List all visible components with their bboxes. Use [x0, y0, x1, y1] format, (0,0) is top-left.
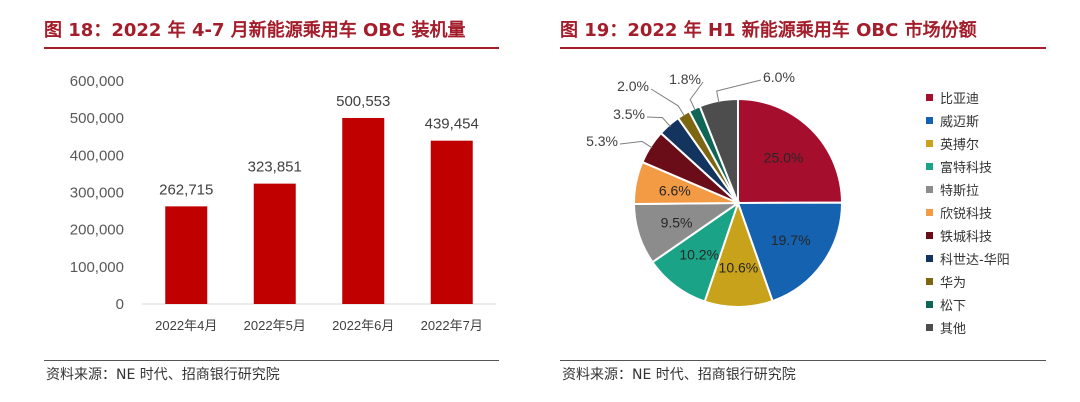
- legend-label: 欣锐科技: [940, 207, 993, 222]
- source-divider: [560, 360, 1046, 361]
- market-share-pie-chart: 25.0% 19.7% 10.6%10.2% 9.5% 6.6% 5.3% 3.5% 2.0%…: [586, 69, 844, 308]
- installed-volume-panel: 图 18：2022 年 4-7 月新能源乘用车 OBC 装机量 0 100,000…: [44, 0, 499, 402]
- legend-item: 其他: [926, 316, 1010, 339]
- slice-label: 19.7%: [771, 232, 811, 248]
- bar: [342, 117, 385, 304]
- legend-swatch: [926, 94, 933, 101]
- legend-swatch: [926, 140, 933, 147]
- x-tick-label: 2022年7月: [421, 318, 483, 333]
- y-tick-label: 600,000: [70, 73, 124, 90]
- source-note: 资料来源：NE 时代、招商银行研究院: [46, 367, 280, 383]
- legend-label: 华为: [940, 276, 967, 291]
- installed-volume-bar-chart: 0 100,000 200,000 300,000 400,000 500,000 600,…: [70, 73, 496, 333]
- legend-label: 富特科技: [940, 161, 993, 176]
- bar-value-label: 439,454: [425, 116, 479, 133]
- legend-label: 特斯拉: [940, 184, 980, 199]
- source-divider: [44, 360, 499, 361]
- bar: [253, 183, 296, 304]
- legend-swatch: [926, 232, 933, 239]
- y-tick-label: 300,000: [70, 185, 124, 202]
- legend-item: 松下: [926, 293, 1010, 316]
- slice-label: 25.0%: [764, 149, 804, 165]
- x-tick-label: 2022年4月: [155, 318, 217, 333]
- legend-label: 其他: [940, 322, 967, 337]
- legend-item: 威迈斯: [926, 109, 1010, 132]
- legend-swatch: [926, 255, 933, 262]
- y-tick-label: 100,000: [70, 259, 124, 276]
- legend-swatch: [926, 324, 933, 331]
- pie-slice: [737, 97, 844, 205]
- legend-label: 比亚迪: [940, 92, 980, 107]
- y-tick-label: 200,000: [70, 222, 124, 239]
- slice-label: 5.3%: [586, 133, 618, 149]
- slice-label: 6.0%: [763, 69, 795, 85]
- slice-label: 9.5%: [661, 215, 693, 231]
- leader-line: [689, 81, 704, 111]
- legend-swatch: [926, 301, 933, 308]
- legend-label: 威迈斯: [940, 115, 980, 130]
- slice-label: 2.0%: [617, 78, 649, 94]
- source-note: 资料来源：NE 时代、招商银行研究院: [562, 367, 796, 383]
- title-divider: [560, 47, 1046, 49]
- bar: [165, 206, 208, 304]
- slice-label: 6.6%: [659, 182, 691, 198]
- bar-value-label: 262,715: [159, 181, 213, 198]
- market-share-panel: 图 19：2022 年 H1 新能源乘用车 OBC 市场份额 25.0% 19.7…: [560, 0, 1046, 402]
- installed-volume-title: 图 18：2022 年 4-7 月新能源乘用车 OBC 装机量: [44, 20, 466, 41]
- legend-swatch: [926, 163, 933, 170]
- slice-label: 10.2%: [679, 246, 719, 262]
- y-tick-label: 0: [116, 296, 124, 313]
- legend-label: 松下: [940, 299, 967, 314]
- pie-legend: 比亚迪威迈斯英搏尔富特科技特斯拉欣锐科技铁城科技科世达-华阳 华为松下其他: [926, 86, 1010, 339]
- market-share-title: 图 19：2022 年 H1 新能源乘用车 OBC 市场份额: [560, 20, 977, 41]
- title-divider: [44, 47, 499, 49]
- x-tick-label: 2022年5月: [244, 318, 306, 333]
- y-tick-label: 500,000: [70, 110, 124, 127]
- legend-swatch: [926, 117, 933, 124]
- leader-line: [650, 88, 685, 117]
- slice-label: 3.5%: [613, 106, 645, 122]
- legend-item: 科世达-华阳: [926, 247, 1010, 270]
- leader-line: [646, 116, 671, 127]
- legend-item: 特斯拉: [926, 178, 1010, 201]
- bar: [430, 140, 473, 304]
- legend-item: 欣锐科技: [926, 201, 1010, 224]
- legend-item: 铁城科技: [926, 224, 1010, 247]
- legend-swatch: [926, 209, 933, 216]
- slice-label: 10.6%: [719, 259, 759, 275]
- legend-swatch: [926, 186, 933, 193]
- legend-item: 华为: [926, 270, 1010, 293]
- legend-label: 科世达-华阳: [940, 253, 1010, 268]
- bar-value-label: 323,851: [248, 159, 302, 176]
- legend-item: 英搏尔: [926, 132, 1010, 155]
- leader-line: [619, 140, 653, 149]
- legend-item: 比亚迪: [926, 86, 1010, 109]
- pie-slice: [703, 199, 774, 308]
- legend-item: 富特科技: [926, 155, 1010, 178]
- leader-line: [716, 79, 762, 103]
- legend-swatch: [926, 278, 933, 285]
- bar-value-label: 500,553: [336, 93, 390, 110]
- slice-label: 1.8%: [669, 71, 701, 87]
- legend-label: 英搏尔: [940, 138, 980, 153]
- x-tick-label: 2022年6月: [332, 318, 394, 333]
- y-tick-label: 400,000: [70, 147, 124, 164]
- legend-label: 铁城科技: [940, 230, 993, 245]
